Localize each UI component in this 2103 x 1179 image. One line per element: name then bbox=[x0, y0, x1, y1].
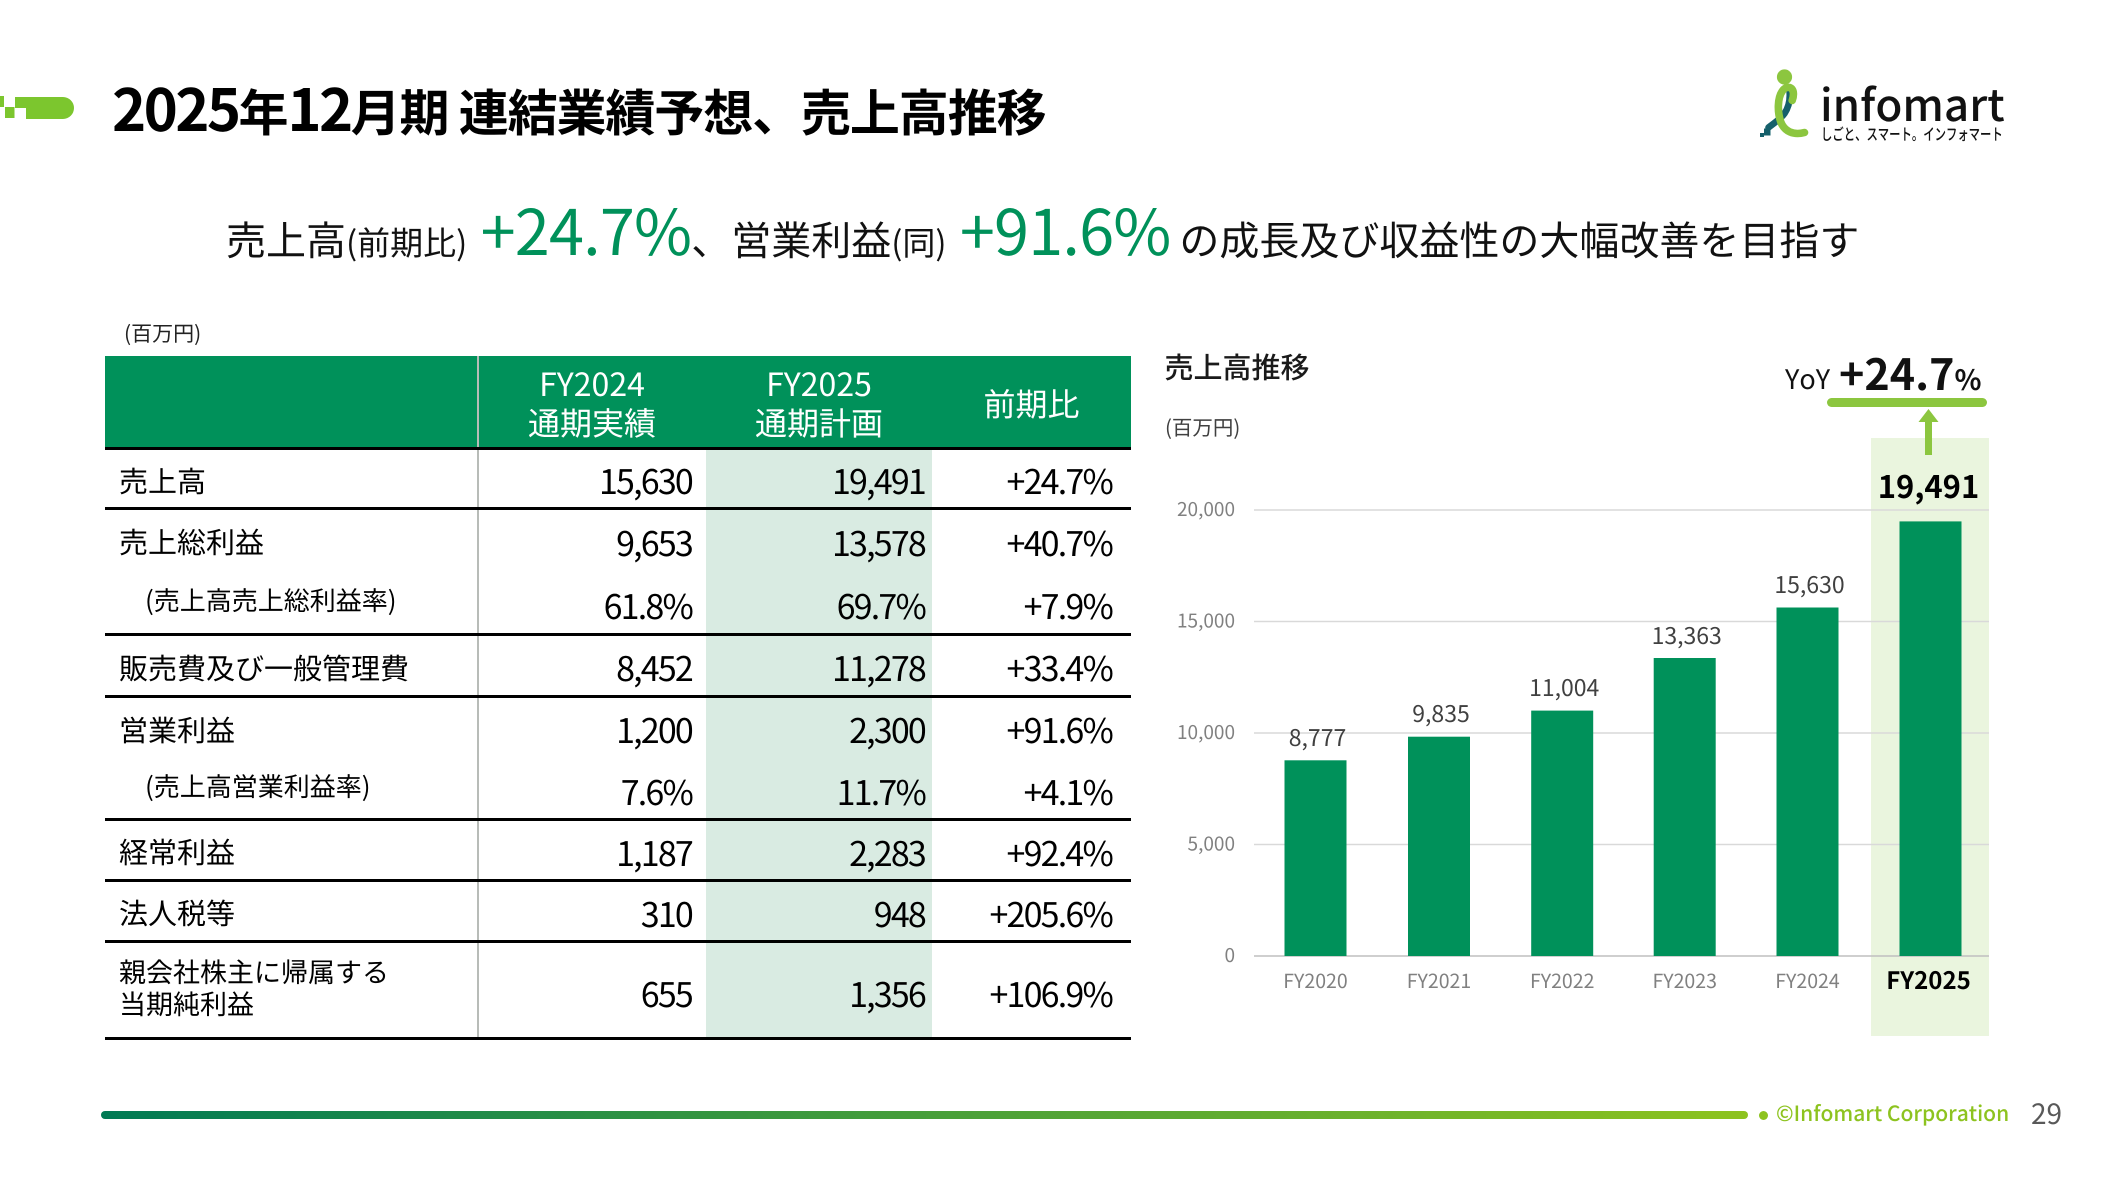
svg-text:0: 0 bbox=[1224, 941, 1235, 968]
svg-text:+24.7%: +24.7% bbox=[1839, 341, 1981, 403]
svg-text:FY2021: FY2021 bbox=[1407, 965, 1471, 994]
svg-text:FY2020: FY2020 bbox=[1283, 965, 1347, 994]
svg-text:13,363: 13,363 bbox=[1652, 617, 1722, 651]
svg-text:FY2022: FY2022 bbox=[1530, 965, 1594, 994]
svg-text:売上高推移: 売上高推移 bbox=[1165, 345, 1310, 387]
svg-text:5,000: 5,000 bbox=[1188, 830, 1235, 857]
svg-text:YoY: YoY bbox=[1784, 358, 1831, 397]
svg-text:FY2025: FY2025 bbox=[1886, 961, 1971, 996]
svg-text:15,000: 15,000 bbox=[1177, 607, 1235, 634]
svg-text:10,000: 10,000 bbox=[1177, 718, 1235, 745]
svg-text:FY2024: FY2024 bbox=[1775, 965, 1840, 994]
svg-text:9,835: 9,835 bbox=[1412, 695, 1469, 729]
svg-text:15,630: 15,630 bbox=[1774, 566, 1844, 600]
svg-text:(百万円): (百万円) bbox=[1165, 411, 1240, 441]
svg-text:20,000: 20,000 bbox=[1177, 495, 1235, 522]
svg-text:8,777: 8,777 bbox=[1289, 719, 1346, 753]
svg-text:FY2023: FY2023 bbox=[1652, 965, 1716, 994]
svg-text:19,491: 19,491 bbox=[1878, 462, 1980, 507]
svg-text:11,004: 11,004 bbox=[1529, 669, 1599, 703]
